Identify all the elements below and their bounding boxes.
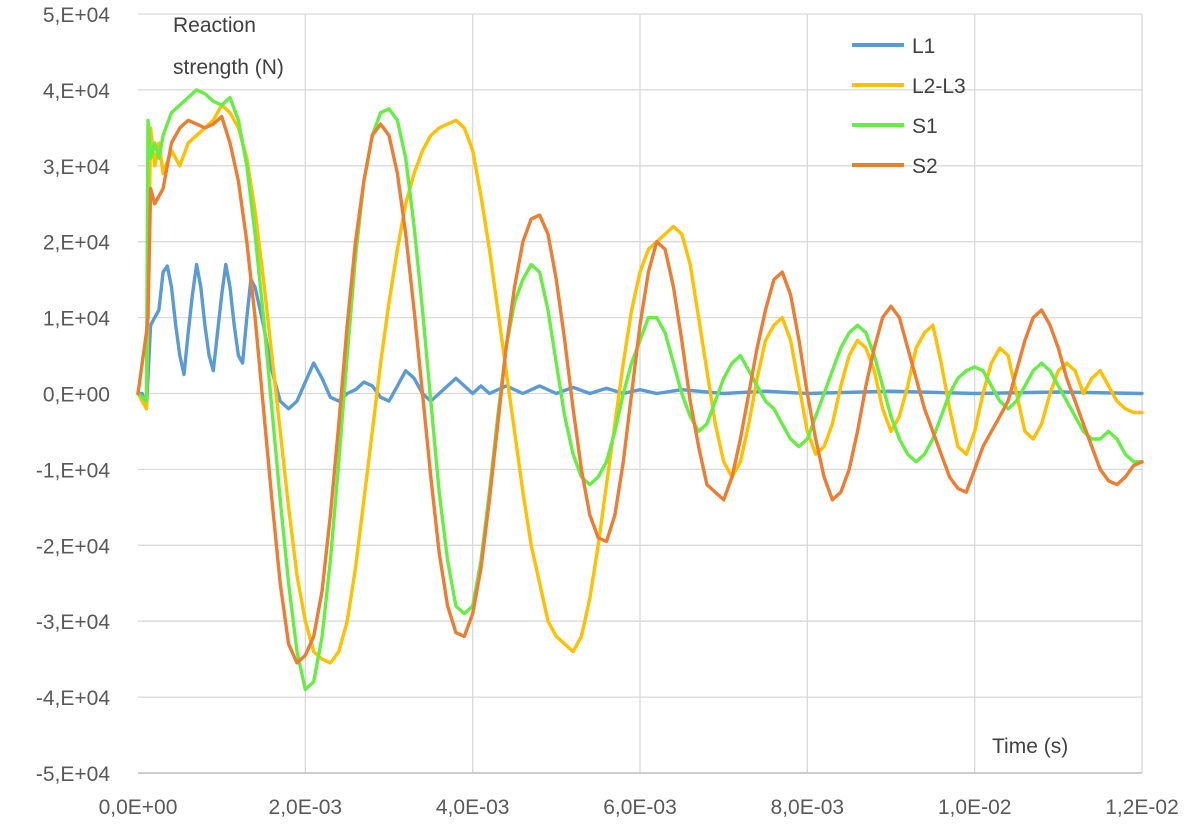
x-tick-label: 2,0E-03 bbox=[269, 796, 343, 819]
y-axis-label-line-2: strength (N) bbox=[173, 56, 284, 79]
legend: L1 L2-L3 S1 S2 bbox=[852, 35, 966, 178]
series-line-s2 bbox=[136, 114, 1144, 665]
y-tick-label: -5,E+04 bbox=[36, 763, 110, 786]
y-tick-label: 5,E+04 bbox=[43, 4, 110, 27]
legend-label-s1: S1 bbox=[912, 115, 938, 138]
y-tick-label: 0,E+00 bbox=[43, 384, 110, 407]
y-tick-label: 4,E+04 bbox=[43, 80, 110, 103]
x-axis-label: Time (s) bbox=[992, 735, 1068, 758]
x-axis-tick-labels: 0,0E+00 2,0E-03 4,0E-03 6,0E-03 8,0E-03 1,0E-… bbox=[99, 796, 1179, 819]
y-tick-label: -2,E+04 bbox=[36, 535, 110, 558]
x-tick-label: 8,0E-03 bbox=[771, 796, 845, 819]
x-tick-label: 1,0E-02 bbox=[938, 796, 1012, 819]
series-line-s1 bbox=[136, 88, 1144, 692]
y-tick-label: -4,E+04 bbox=[36, 687, 110, 710]
y-tick-label: 3,E+04 bbox=[43, 156, 110, 179]
legend-label-l1: L1 bbox=[912, 35, 935, 58]
series-line-l1 bbox=[136, 262, 1144, 411]
legend-label-l2-l3: L2-L3 bbox=[912, 75, 966, 98]
series-lines bbox=[136, 88, 1144, 692]
y-tick-label: -1,E+04 bbox=[36, 459, 110, 482]
x-tick-label: 1,2E-02 bbox=[1105, 796, 1179, 819]
y-axis-label-line-1: Reaction bbox=[173, 14, 256, 37]
x-tick-label: 4,0E-03 bbox=[436, 796, 510, 819]
x-tick-label: 0,0E+00 bbox=[99, 796, 178, 819]
y-tick-label: -3,E+04 bbox=[36, 611, 110, 634]
legend-label-s2: S2 bbox=[912, 155, 938, 178]
y-tick-label: 2,E+04 bbox=[43, 232, 110, 255]
series-line-l2-l3 bbox=[136, 103, 1144, 665]
y-tick-label: 1,E+04 bbox=[43, 308, 110, 331]
x-tick-label: 6,0E-03 bbox=[603, 796, 677, 819]
y-axis-tick-labels: 5,E+04 4,E+04 3,E+04 2,E+04 1,E+04 0,E+00 -1,E… bbox=[36, 4, 110, 786]
